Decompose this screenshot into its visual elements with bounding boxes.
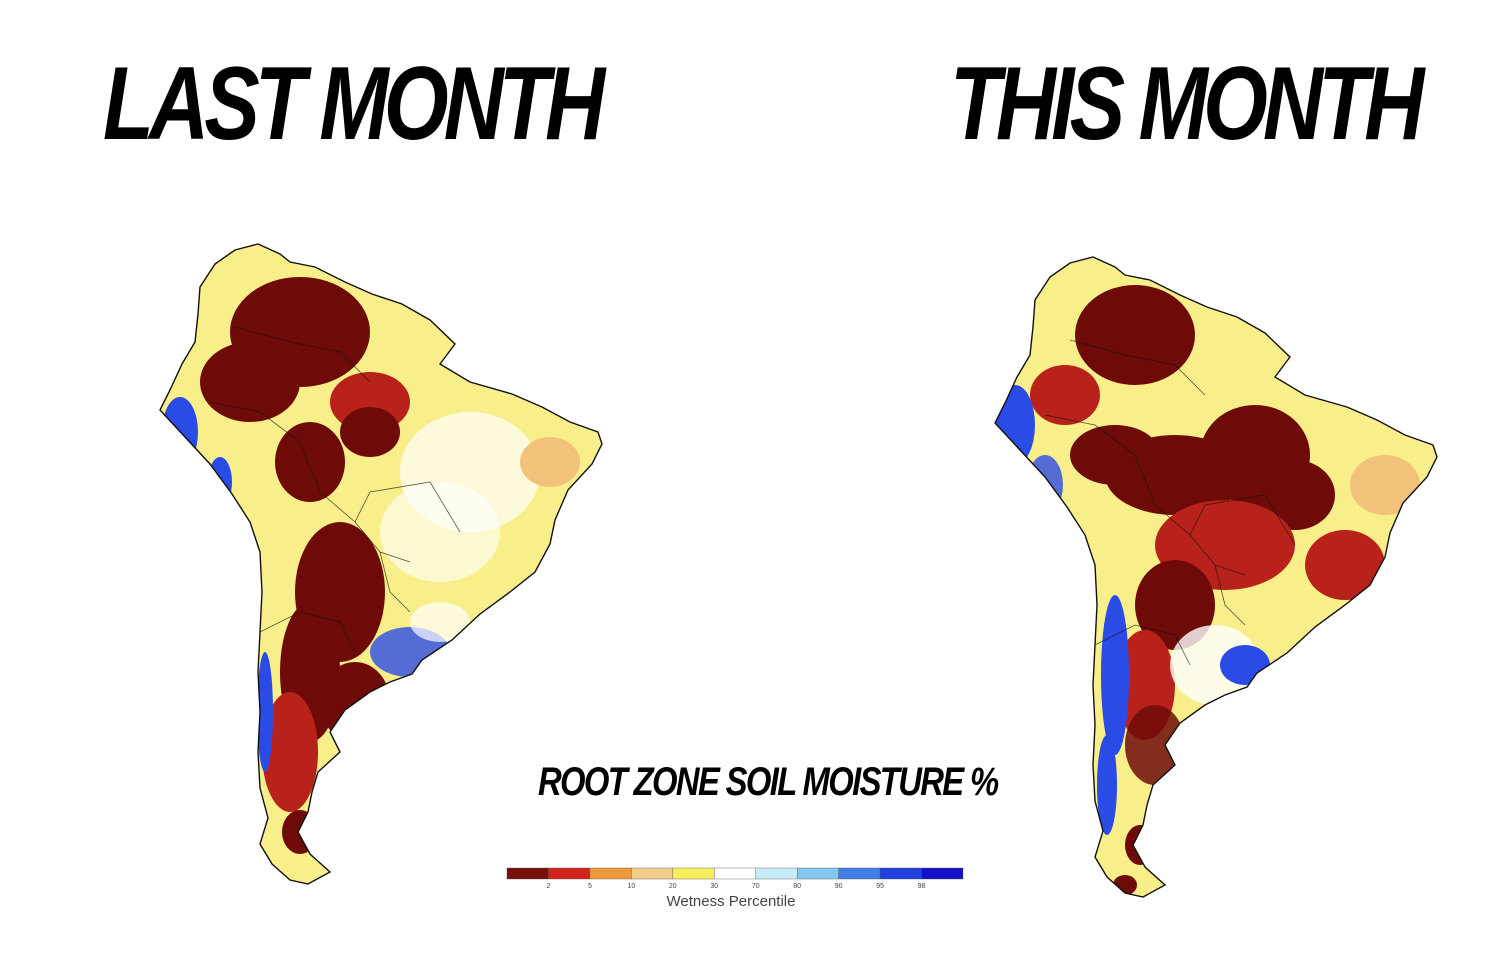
country-border [259, 611, 356, 653]
legend-label: Wetness Percentile [667, 893, 796, 910]
legend-swatch [921, 867, 964, 880]
legend-swatch [755, 867, 798, 880]
moisture-patch [307, 813, 323, 841]
legend-swatch [879, 867, 922, 880]
moisture-patch [410, 602, 470, 642]
legend-swatch [631, 867, 674, 880]
moisture-patch [340, 407, 400, 457]
moisture-patch [1350, 455, 1420, 515]
moisture-patch [275, 422, 345, 502]
country-border [354, 481, 461, 533]
moisture-patch [1170, 625, 1260, 705]
country-border [1094, 624, 1191, 666]
moisture-patch [1097, 735, 1117, 835]
legend-tick-label: 20 [669, 883, 677, 890]
moisture-patch [520, 437, 580, 487]
legend-swatch [589, 867, 632, 880]
legend-swatch [838, 867, 881, 880]
moisture-patch [1075, 285, 1195, 385]
moisture-patch [257, 652, 273, 772]
coastline [994, 256, 1438, 898]
legend-tick-label: 5 [588, 883, 592, 890]
legend-swatch [506, 867, 549, 880]
legend-tick-label: 98 [918, 883, 926, 890]
moisture-patch [1255, 460, 1335, 530]
moisture-patch [1220, 645, 1270, 685]
legend-swatch [796, 867, 839, 880]
moisture-patch [1135, 560, 1215, 650]
this-month-map [994, 256, 1438, 898]
moisture-patch [1101, 595, 1129, 755]
wetness-legend: 2 5 10 20 30 70 80 90 95 98 Wetness Percentile [506, 867, 964, 910]
coastline [159, 243, 603, 885]
country-border [1189, 494, 1296, 546]
legend-tick-label: 30 [710, 883, 718, 890]
legend-swatch [548, 867, 591, 880]
legend-swatch [672, 867, 715, 880]
moisture-patch [1070, 425, 1160, 485]
country-border [1214, 564, 1246, 626]
moisture-patch [1305, 530, 1385, 600]
legend-tick-label: 2 [547, 883, 551, 890]
legend-swatch [714, 867, 756, 880]
last-month-map [159, 243, 603, 885]
moisture-patch [1125, 705, 1185, 785]
country-border [1154, 504, 1246, 576]
moisture-patch [262, 692, 318, 812]
legend-tick-label: 10 [627, 883, 635, 890]
country-border [1044, 414, 1156, 506]
last-month-title: LAST MONTH [103, 46, 605, 162]
legend-tick-label: 95 [876, 883, 884, 890]
country-border [319, 491, 411, 563]
country-border [1069, 339, 1206, 396]
country-border [234, 326, 371, 383]
legend-tick-label: 90 [835, 883, 843, 890]
country-border [379, 551, 411, 613]
moisture-patch [995, 385, 1035, 465]
this-month-title: THIS MONTH [950, 46, 1424, 162]
moisture-patch [200, 342, 300, 422]
map-caption: ROOT ZONE SOIL MOISTURE % [538, 760, 999, 804]
moisture-patch [1030, 365, 1100, 425]
legend-tick-label: 80 [793, 883, 801, 890]
moisture-patch [208, 457, 232, 507]
moisture-patch [282, 810, 318, 854]
legend-tick-label: 70 [752, 883, 760, 890]
country-border [209, 401, 321, 493]
moisture-patch [380, 482, 500, 582]
